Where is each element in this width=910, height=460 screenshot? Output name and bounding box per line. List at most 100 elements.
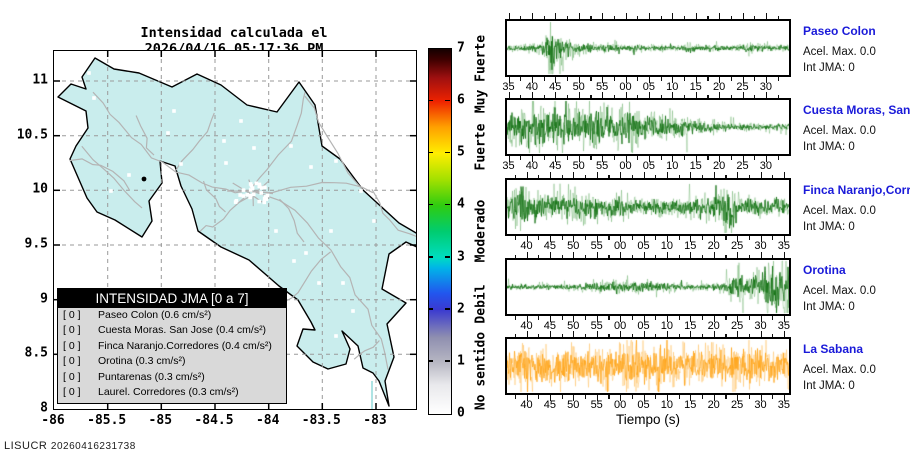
seismogram-tick [666, 236, 669, 242]
seismogram-tick [765, 156, 768, 162]
seismogram-tick [648, 13, 651, 19]
seismogram-tick [637, 156, 639, 160]
seismogram-tick-label: 05 [642, 160, 656, 172]
seismogram-tick [678, 333, 680, 337]
seismogram-tick [737, 172, 739, 178]
map-x-tick: -83.5 [301, 413, 341, 428]
seismogram-tick [514, 316, 516, 320]
seismogram-tick [725, 395, 727, 399]
seismogram-tick [730, 77, 732, 81]
seismogram-tick-label: 40 [520, 320, 533, 332]
station-dot [224, 161, 228, 165]
seismogram-tick [561, 395, 563, 399]
seismogram-tick [730, 94, 732, 98]
station-dot [87, 71, 91, 75]
station-dot [257, 199, 262, 204]
seismogram-tick [772, 316, 774, 320]
seismogram-tick [719, 92, 721, 98]
seismogram-tick [643, 316, 645, 322]
station-dot [251, 192, 256, 197]
seismogram-tick [690, 252, 692, 258]
seismogram-tick [555, 92, 557, 98]
seismogram-tick [754, 77, 756, 81]
legend-entry: [ 0 ] Orotina (0.3 cm/s²) [58, 354, 286, 369]
station-int-jma: Int JMA: 0 [803, 141, 855, 153]
station-dot [239, 119, 243, 123]
colorbar-tick-label: 2 [457, 301, 465, 317]
seismogram-box [505, 178, 791, 236]
seismogram-tick [543, 15, 545, 19]
colorbar-tick-label: 3 [457, 249, 465, 265]
seismogram-tick [655, 236, 657, 240]
seismogram-tick-label: 30 [754, 320, 767, 332]
seismogram-tick-label: 35 [502, 81, 515, 93]
station-name: Orotina [803, 263, 846, 277]
legend-station: Orotina (0.3 cm/s²) [98, 355, 186, 368]
seismogram-tick-label: 25 [736, 160, 749, 172]
seismogram-tick [643, 331, 645, 337]
seismogram-tick [538, 174, 540, 178]
station-dot [166, 131, 170, 135]
seismogram-tick [678, 395, 680, 399]
seismogram-tick-label: 25 [730, 240, 744, 252]
seismogram-tick [561, 174, 563, 178]
seismogram-tick [549, 252, 552, 258]
seismogram-tick [514, 333, 516, 337]
seismogram-tick [538, 395, 540, 399]
legend-title: INTENSIDAD JMA [0 a 7] [58, 289, 286, 308]
station-dot [238, 193, 242, 197]
seismogram-tick-label: 10 [660, 240, 674, 252]
station-dot [329, 229, 333, 233]
seismogram-tick-label: 00 [619, 81, 632, 93]
seismogram-tick [690, 236, 692, 242]
seismogram-tick [678, 254, 680, 258]
seismogram-tick [625, 92, 627, 98]
seismogram-tick [585, 236, 587, 240]
seismogram-tick [719, 156, 721, 162]
time-axis-label: Tiempo (s) [615, 412, 681, 427]
seismogram-tick [643, 172, 645, 178]
legend-entry: [ 0 ] Cuesta Moras. San Jose (0.4 cm/s²) [58, 323, 286, 338]
seismogram-tick [620, 172, 622, 178]
seismogram-tick-label: 30 [759, 81, 773, 93]
seismogram-tick [538, 236, 540, 240]
seismogram-tick [514, 236, 516, 240]
map-x-tick: -85 [148, 413, 173, 428]
road [371, 189, 416, 237]
station-dot [179, 162, 183, 166]
seismogram-tick [613, 15, 615, 19]
seismogram-tick [613, 77, 615, 81]
station-dot [289, 144, 293, 148]
seismogram-tick-label: 45 [543, 399, 557, 411]
seismogram-tick-label: 45 [543, 320, 557, 332]
seismogram-tick [620, 316, 622, 322]
station-dot [317, 281, 321, 285]
legend-station: Puntarenas (0.3 cm/s²) [98, 370, 205, 383]
road [281, 251, 331, 304]
seismogram-tick-label: 10 [666, 160, 679, 172]
road [81, 145, 143, 209]
station-dot [263, 195, 268, 199]
seismogram-tick [555, 156, 557, 162]
seismogram-tick [713, 331, 715, 337]
seismogram-tick [777, 94, 779, 98]
station-dot [257, 274, 261, 278]
road [304, 95, 364, 191]
footer-stamp: LISUCR 20260416231738 [4, 436, 136, 454]
seismogram-tick [620, 236, 622, 242]
seismogram-box [505, 258, 791, 316]
legend-station: Cuesta Moras. San Jose (0.4 cm/s²) [98, 324, 267, 337]
seismogram-tick [760, 331, 762, 337]
seismogram-tick [596, 395, 598, 401]
colorbar-tick [445, 360, 450, 362]
seismogram-tick [596, 316, 598, 322]
legend-intensity: [ 0 ] [63, 339, 81, 352]
seismogram-tick [578, 156, 580, 162]
seismogram-tick [567, 94, 569, 98]
station-acel-max: Acel. Max. 0.0 [803, 285, 876, 297]
road [69, 158, 131, 191]
map-y-tick: 8.5 [24, 345, 48, 361]
seismogram-tick [730, 156, 732, 160]
seismogram-tick-label: 15 [684, 240, 697, 252]
seismogram-tick [772, 174, 774, 178]
